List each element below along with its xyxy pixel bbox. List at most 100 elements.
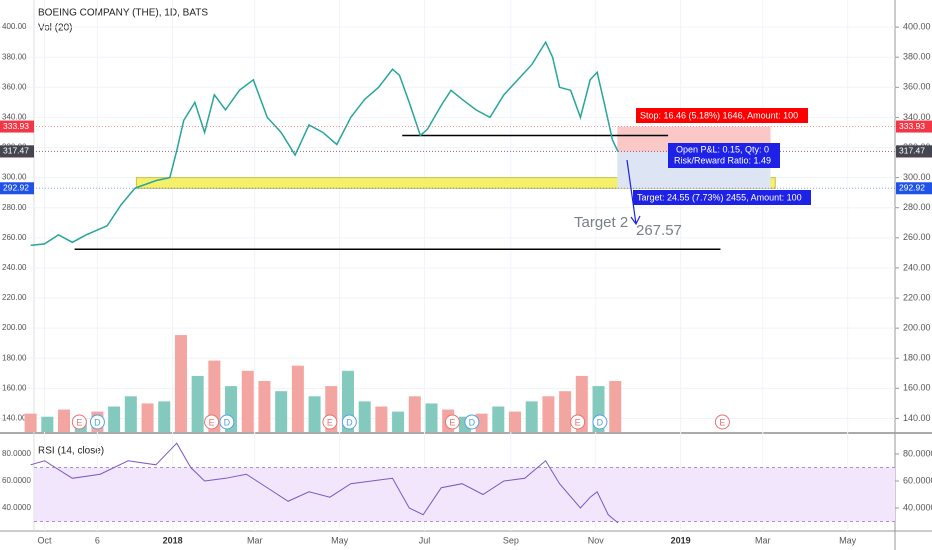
price-tag-label: 333.93 <box>3 121 29 131</box>
volume-bar <box>308 396 321 432</box>
x-tick-label: May <box>331 535 349 545</box>
event-label: E <box>719 417 725 427</box>
volume-bar <box>609 381 622 432</box>
annotation-box <box>636 108 808 123</box>
y-tick-label-left: 140.00 <box>2 414 27 423</box>
volume-bar <box>208 360 221 432</box>
x-tick-label: May <box>839 535 857 545</box>
event-label: D <box>224 417 231 427</box>
event-marker <box>89 414 105 430</box>
volume-bar <box>108 406 121 432</box>
rsi-tick-label: 80.0000 <box>903 448 932 458</box>
y-tick-label-left: 220.00 <box>2 293 27 302</box>
y-tick-label-left: 400.00 <box>2 22 27 31</box>
event-marker <box>204 414 220 430</box>
volume-bar <box>174 335 187 432</box>
rsi-label: RSI (14, close) <box>38 446 104 457</box>
y-tick-label: 280.00 <box>903 202 931 212</box>
rsi-line <box>30 442 619 524</box>
rr-label: Risk/Reward Ratio: 1.49 <box>674 155 771 165</box>
volume-bar <box>525 401 538 432</box>
y-tick-label: 140.00 <box>903 413 931 423</box>
event-marker <box>592 414 608 430</box>
volume-bar <box>41 416 54 432</box>
volume-bar <box>241 370 254 432</box>
event-label: D <box>469 417 476 427</box>
event-label: D <box>94 417 101 427</box>
event-marker <box>570 414 586 430</box>
price-tag-box <box>0 182 34 195</box>
x-tick-label: Nov <box>588 535 605 545</box>
price-tag-box <box>896 182 932 195</box>
target-arrow <box>626 159 641 226</box>
volume-bar <box>275 391 288 432</box>
volume-bar <box>509 411 522 432</box>
annotation-box <box>633 190 811 205</box>
y-tick-label-left: 280.00 <box>2 203 27 212</box>
stop-label: Stop: 16.46 (5.18%) 1646, Amount: 100 <box>640 110 798 120</box>
y-tick-label: 360.00 <box>903 82 931 92</box>
event-marker <box>219 414 235 430</box>
price-tag-label: 292.92 <box>899 183 925 193</box>
volume-bar <box>392 411 405 432</box>
event-label: D <box>346 417 353 427</box>
y-tick-label: 380.00 <box>903 52 931 62</box>
volume-bar <box>141 403 154 432</box>
price-tag-label: 333.93 <box>899 121 925 131</box>
volume-bar <box>492 406 505 432</box>
volume-bar <box>375 406 388 432</box>
price-tag-label: 317.47 <box>3 146 29 156</box>
price-line <box>30 40 619 247</box>
volume-bar <box>358 401 371 432</box>
event-marker <box>464 414 480 430</box>
support-zone <box>135 177 776 189</box>
pnl-label: Open P&L: 0.15, Qty: 0 <box>676 144 769 154</box>
target2-label: Target 2 <box>574 214 628 231</box>
x-tick-label: Oct <box>38 535 53 545</box>
y-tick-label: 220.00 <box>903 292 931 302</box>
price-tag-label: 317.47 <box>899 146 925 156</box>
event-marker <box>444 414 460 430</box>
event-label: D <box>597 417 604 427</box>
x-tick-label: Mar <box>247 535 263 545</box>
event-label: E <box>575 417 581 427</box>
x-tick-label: 6 <box>95 535 100 545</box>
volume-bar <box>475 413 488 432</box>
volume-bar <box>542 396 555 432</box>
y-tick-label: 300.00 <box>903 172 931 182</box>
y-tick-label: 260.00 <box>903 232 931 242</box>
target2-price: 267.57 <box>636 222 682 239</box>
price-tag-label: 292.92 <box>3 183 29 193</box>
volume-bar <box>408 396 421 432</box>
y-tick-label-left: 160.00 <box>2 383 27 392</box>
volume-bar <box>158 401 171 432</box>
price-tag-box <box>0 120 34 133</box>
x-tick-label: Jul <box>419 535 431 545</box>
event-label: E <box>76 417 82 427</box>
event-label: E <box>327 417 333 427</box>
price-tag-box <box>0 145 34 158</box>
event-marker <box>322 414 338 430</box>
rsi-tick-label-left: 60.0000 <box>2 476 31 485</box>
y-tick-label: 200.00 <box>903 323 931 333</box>
event-label: E <box>209 417 215 427</box>
x-tick-label: 2018 <box>163 535 183 545</box>
x-tick-label: 2019 <box>671 535 691 545</box>
y-tick-label-left: 260.00 <box>2 233 27 242</box>
volume-bar <box>559 391 572 432</box>
y-tick-label-left: 240.00 <box>2 263 27 272</box>
volume-bar <box>425 403 438 432</box>
volume-bar <box>258 381 271 432</box>
volume-bar <box>58 409 71 432</box>
rsi-band <box>34 467 895 522</box>
y-tick-label: 400.00 <box>903 21 931 31</box>
y-tick-label-left: 340.00 <box>2 113 27 122</box>
rsi-tick-label-left: 40.0000 <box>2 503 31 512</box>
y-tick-label: 180.00 <box>903 353 931 363</box>
y-tick-label: 160.00 <box>903 383 931 393</box>
volume-bar <box>291 365 304 432</box>
volume-bar <box>191 375 204 432</box>
y-tick-label-left: 300.00 <box>2 173 27 182</box>
